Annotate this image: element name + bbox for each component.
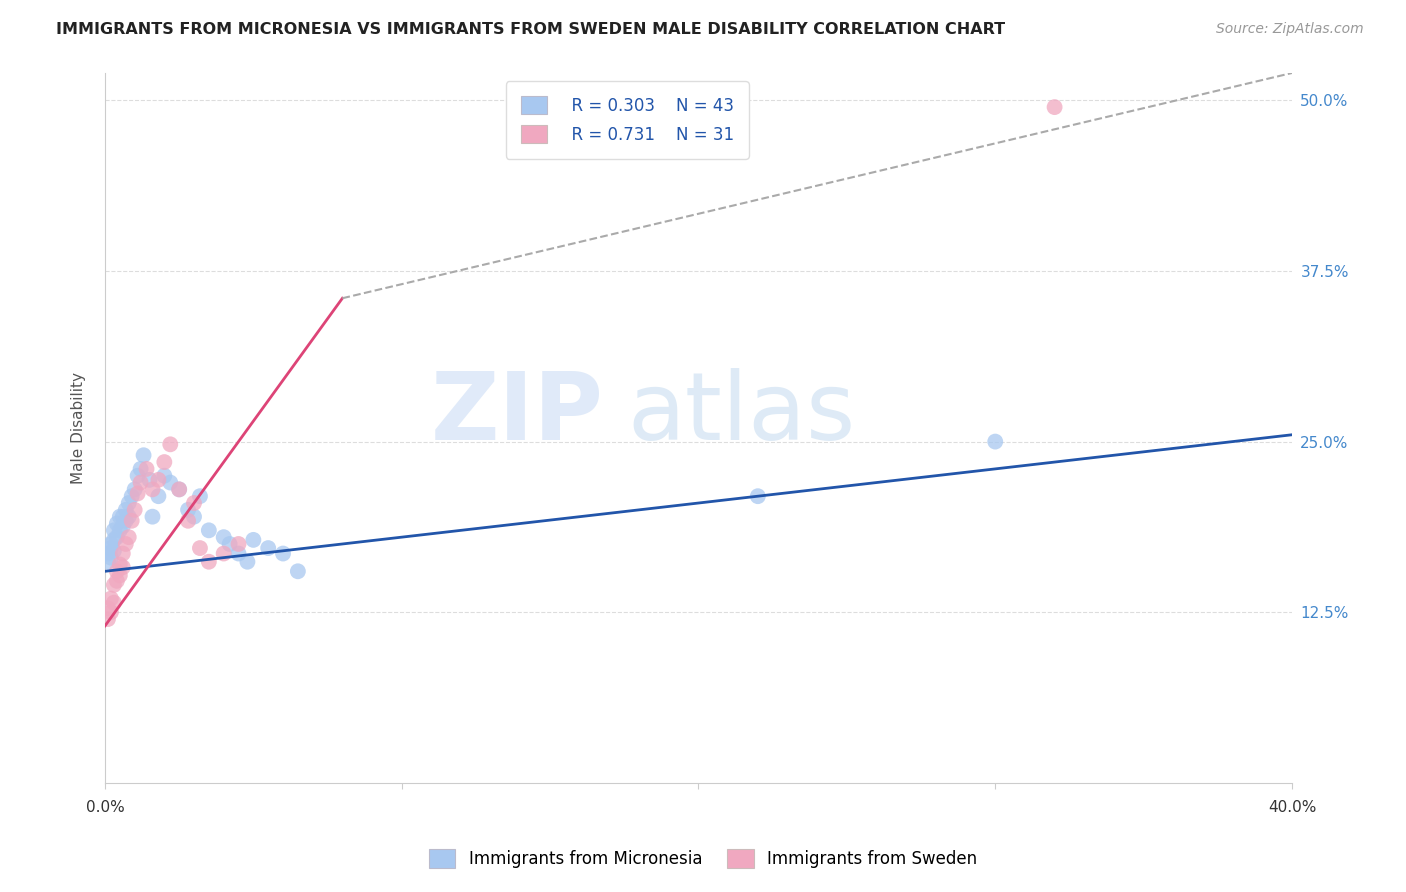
Point: [118, 509, 141, 524]
Point: [183, 496, 205, 510]
Point: [287, 564, 309, 578]
Point: [177, 514, 200, 528]
Text: atlas: atlas: [627, 368, 855, 459]
Point: [103, 543, 125, 558]
Point: [228, 537, 250, 551]
Y-axis label: Male Disability: Male Disability: [72, 372, 86, 484]
Point: [114, 503, 136, 517]
Point: [105, 516, 128, 531]
Point: [114, 537, 136, 551]
Point: [124, 483, 146, 497]
Point: [111, 519, 134, 533]
Point: [105, 564, 128, 578]
Point: [121, 514, 143, 528]
Point: [103, 578, 125, 592]
Point: [228, 547, 250, 561]
Point: [198, 524, 221, 538]
Point: [236, 555, 259, 569]
Point: [100, 537, 122, 551]
Point: [183, 509, 205, 524]
Text: Source: ZipAtlas.com: Source: ZipAtlas.com: [1216, 22, 1364, 37]
Point: [984, 434, 1007, 449]
Point: [153, 455, 176, 469]
Point: [100, 591, 122, 606]
Legend: Immigrants from Micronesia, Immigrants from Sweden: Immigrants from Micronesia, Immigrants f…: [422, 843, 984, 875]
Point: [167, 483, 190, 497]
Point: [108, 509, 131, 524]
Point: [100, 541, 122, 555]
Point: [105, 574, 128, 588]
Legend:   R = 0.303    N = 43,   R = 0.731    N = 31: R = 0.303 N = 43, R = 0.731 N = 31: [506, 81, 749, 159]
Point: [97, 555, 120, 569]
Point: [148, 489, 170, 503]
Point: [103, 524, 125, 538]
Point: [271, 547, 294, 561]
Point: [141, 509, 163, 524]
Point: [1043, 100, 1066, 114]
Point: [108, 524, 131, 538]
Point: [97, 601, 120, 615]
Text: ZIP: ZIP: [430, 368, 603, 459]
Point: [103, 596, 125, 610]
Point: [153, 468, 176, 483]
Point: [257, 541, 280, 555]
Point: [108, 568, 131, 582]
Point: [114, 514, 136, 528]
Point: [118, 496, 141, 510]
Point: [118, 530, 141, 544]
Point: [97, 612, 120, 626]
Point: [121, 489, 143, 503]
Point: [135, 462, 157, 476]
Point: [212, 547, 235, 561]
Point: [124, 503, 146, 517]
Point: [212, 530, 235, 544]
Point: [108, 558, 131, 572]
Point: [127, 486, 149, 500]
Point: [105, 530, 128, 544]
Point: [103, 533, 125, 547]
Point: [127, 468, 149, 483]
Point: [198, 555, 221, 569]
Point: [111, 547, 134, 561]
Point: [218, 537, 240, 551]
Point: [177, 503, 200, 517]
Point: [129, 462, 152, 476]
Text: IMMIGRANTS FROM MICRONESIA VS IMMIGRANTS FROM SWEDEN MALE DISABILITY CORRELATION: IMMIGRANTS FROM MICRONESIA VS IMMIGRANTS…: [56, 22, 1005, 37]
Point: [159, 437, 181, 451]
Point: [138, 473, 160, 487]
Point: [132, 448, 155, 462]
Point: [159, 475, 181, 490]
Point: [129, 475, 152, 490]
Point: [111, 509, 134, 524]
Point: [188, 541, 211, 555]
Point: [242, 533, 264, 547]
Point: [148, 473, 170, 487]
Point: [100, 605, 122, 619]
Point: [188, 489, 211, 503]
Point: [141, 483, 163, 497]
Point: [97, 547, 120, 561]
Point: [111, 560, 134, 574]
Point: [747, 489, 769, 503]
Point: [100, 550, 122, 565]
Point: [167, 483, 190, 497]
